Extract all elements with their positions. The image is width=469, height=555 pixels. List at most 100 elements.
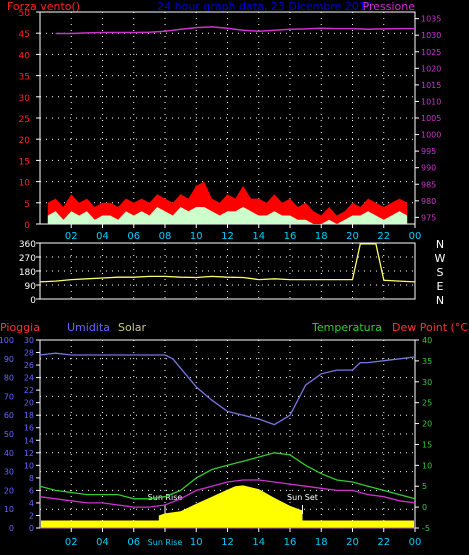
wind-tick-label: 35 [19,73,30,83]
temperature-tick-label: 10 [422,461,432,470]
solar-area [158,485,303,528]
wind-pressure-x-tick-label: 06 [127,231,140,242]
rain-tick-label: 0 [29,524,34,533]
wind-pressure-x-tick-label: 20 [346,231,359,242]
wind-mean-area [47,207,408,224]
wind-pressure-x-tick-labels: 02 04 06 08 10 12 14 16 18 20 22 00 [65,224,421,242]
solar-label: Solar [118,321,147,334]
pressure-tick-label: 1030 [421,31,441,40]
humidity-axis-label: Umidita [67,321,110,334]
pressure-tick-label: 1005 [421,114,441,123]
rain-tick-label: 22 [24,386,34,395]
wind-pressure-x-tick-label: 22 [377,231,390,242]
rain-humidity-temperature-x-tick-label: 20 [346,537,359,548]
pressure-tick-label: 1010 [421,97,441,106]
wind-pressure-x-tick-label: 10 [190,231,203,242]
wind-pressure-x-tick-label: 14 [252,231,265,242]
wind-tick-label: 30 [19,94,31,104]
humidity-tick-label: 0 [9,524,14,533]
rain-humidity-temperature-x-tick-label: 02 [65,537,78,548]
rain-tick-label: 24 [24,374,34,383]
direction-tick-label: 270 [19,254,36,264]
rain-humidity-temperature-series: Sun Rise Sun Set [39,352,416,529]
temperature-line [39,452,416,500]
rain-humidity-temperature-x-tick-labels: 02 04 06 Sun Rise 10 12 14 16 18 20 22 00 [65,528,421,548]
humidity-tick-label: 20 [4,486,14,495]
rain-tick-label: 26 [24,361,34,370]
humidity-tick-label: 100 [0,336,14,345]
rain-humidity-temperature-panel: Pioggia Umidita Solar Temperatura Dew Po… [0,321,469,548]
pressure-tick-label: 1035 [421,15,441,24]
pressure-tick-label: 1025 [421,48,441,57]
direction-series [39,243,416,283]
pressure-tick-label: 990 [421,164,436,173]
temperature-tick-label: 40 [422,336,432,345]
wind-pressure-x-tick-label: 16 [284,231,297,242]
humidity-tick-labels: 0 10 20 30 40 50 60 70 80 90 100 [0,336,14,533]
rain-humidity-temperature-x-tick-label: 10 [190,537,203,548]
wind-direction-line [39,243,416,283]
pressure-tick-label: 985 [421,180,436,189]
wind-tick-label: 25 [19,115,30,125]
humidity-tick-label: 10 [4,505,14,514]
wind-tick-labels: 0 5 10 15 20 25 30 35 40 45 50 [19,9,40,231]
temperature-tick-label: -5 [422,524,430,533]
direction-tick-labels: 0 90 180 270 360 [19,240,40,306]
pressure-tick-label: 1015 [421,81,441,90]
wind-pressure-x-tick-label: 18 [315,231,328,242]
rain-humidity-temperature-x-tick-label: 18 [315,537,328,548]
humidity-tick-label: 90 [4,355,14,364]
humidity-tick-label: 50 [4,430,14,439]
rain-tick-label: 6 [29,486,34,495]
humidity-tick-label: 30 [4,468,14,477]
rain-axis-label: Pioggia [0,321,40,334]
temperature-tick-label: 25 [422,399,432,408]
sunrise-label: Sun Rise [148,493,183,502]
direction-tick-label: 180 [19,268,36,278]
rain-tick-label: 20 [24,399,34,408]
compass-label: E [437,280,444,293]
pressure-tick-labels: 975 980 985 990 995 1000 1005 1010 1015 1020 1025 1… [415,15,441,222]
wind-tick-label: 40 [19,51,31,61]
humidity-tick-label: 60 [4,411,14,420]
temperature-tick-label: 30 [422,378,432,387]
rain-tick-label: 16 [24,424,34,433]
rain-tick-label: 28 [24,349,34,358]
wind-tick-label: 50 [19,9,31,19]
wind-pressure-x-tick-label: 02 [65,231,78,242]
direction-tick-label: 360 [19,240,36,250]
wind-pressure-panel: Forza vento() 24 hour graph data, 23 Dic… [7,0,441,242]
wind-tick-label: 5 [24,200,30,210]
rain-tick-label: 10 [24,461,34,470]
temperature-tick-label: 0 [422,503,427,512]
rain-humidity-temperature-x-tick-label: 14 [252,537,265,548]
pressure-tick-label: 975 [421,213,436,222]
sunset-label: Sun Set [287,493,318,502]
rain-tick-label: 12 [24,449,34,458]
rain-humidity-temperature-x-tick-label: 00 [409,537,422,548]
pressure-axis-label: Pressione [363,0,416,13]
rain-tick-label: 30 [24,336,34,345]
wind-pressure-series [47,26,415,224]
rain-humidity-temperature-x-tick-label: 16 [284,537,297,548]
temperature-tick-label: 5 [422,482,427,491]
wind-pressure-x-tick-label: 00 [409,231,422,242]
rain-tick-label: 18 [24,411,34,420]
rain-tick-label: 14 [24,436,34,445]
direction-tick-label: 90 [25,282,37,292]
temperature-tick-label: 20 [422,420,432,429]
rain-humidity-temperature-x-tick-label: 22 [377,537,390,548]
rain-humidity-temperature-x-tick-label: 06 [127,537,140,548]
humidity-line [39,352,416,426]
compass-label: S [437,266,444,279]
pressure-tick-label: 1000 [421,131,441,140]
temperature-tick-label: 15 [422,440,432,449]
rain-humidity-temperature-x-tick-label: 12 [221,537,234,548]
wind-tick-label: 20 [19,136,31,146]
wind-tick-label: 15 [19,157,30,167]
temperature-axis-label: Temperatura [311,321,382,334]
